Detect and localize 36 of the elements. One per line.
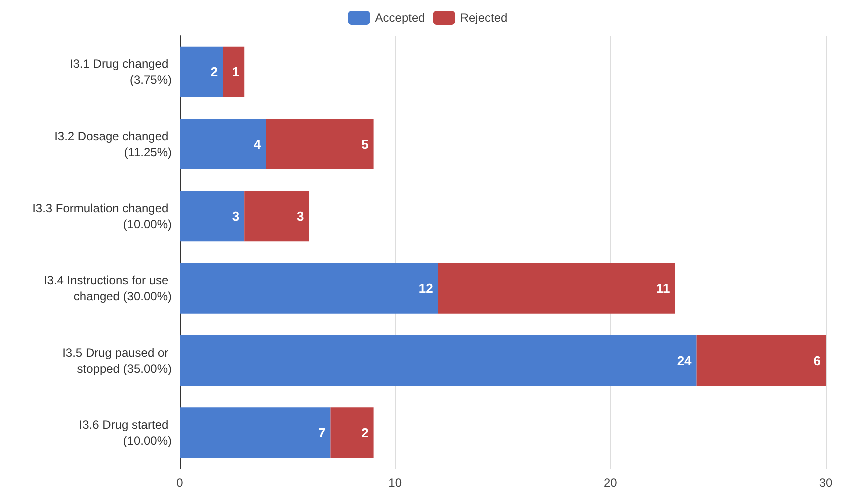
x-tick-label: 30 — [819, 476, 833, 490]
data-label: 24 — [677, 353, 693, 368]
bar — [180, 408, 331, 458]
data-label: 1 — [232, 64, 240, 80]
x-tick-label: 20 — [604, 476, 618, 490]
data-label: 6 — [814, 353, 821, 368]
x-tick-label: 0 — [176, 476, 184, 490]
data-label: 4 — [254, 136, 262, 152]
x-tick-label: 10 — [388, 476, 402, 490]
bar — [180, 263, 438, 314]
y-tick-label: I3.3 Formulation changed (10.00%) — [32, 201, 172, 232]
bar — [438, 263, 676, 314]
bar — [223, 46, 245, 98]
data-label: 11 — [656, 281, 670, 296]
bar — [266, 118, 374, 170]
legend-label: Rejected — [460, 11, 508, 25]
y-tick-label: I3.5 Drug paused or stopped (35.00%) — [62, 346, 172, 376]
y-tick-label: I3.1 Drug changed (3.75%) — [70, 57, 172, 88]
bar — [696, 335, 826, 386]
y-tick-label: I3.6 Drug started (10.00%) — [79, 418, 172, 448]
bar — [180, 46, 224, 98]
data-label: 12 — [418, 281, 434, 296]
legend-label: Accepted — [375, 11, 426, 25]
bar — [180, 335, 697, 386]
bar — [244, 191, 310, 242]
data-label: 7 — [318, 425, 326, 440]
data-label: 2 — [210, 64, 218, 80]
data-label: 2 — [362, 425, 369, 440]
bar — [330, 408, 374, 458]
y-tick-label: I3.2 Dosage changed (11.25%) — [54, 129, 172, 160]
bar — [180, 191, 245, 242]
data-label: 3 — [296, 208, 304, 224]
y-tick-label: I3.4 Instructions for use changed (30.00%) — [44, 274, 172, 304]
data-label: 5 — [362, 136, 369, 152]
bar — [180, 118, 266, 170]
data-label: 3 — [232, 208, 240, 224]
